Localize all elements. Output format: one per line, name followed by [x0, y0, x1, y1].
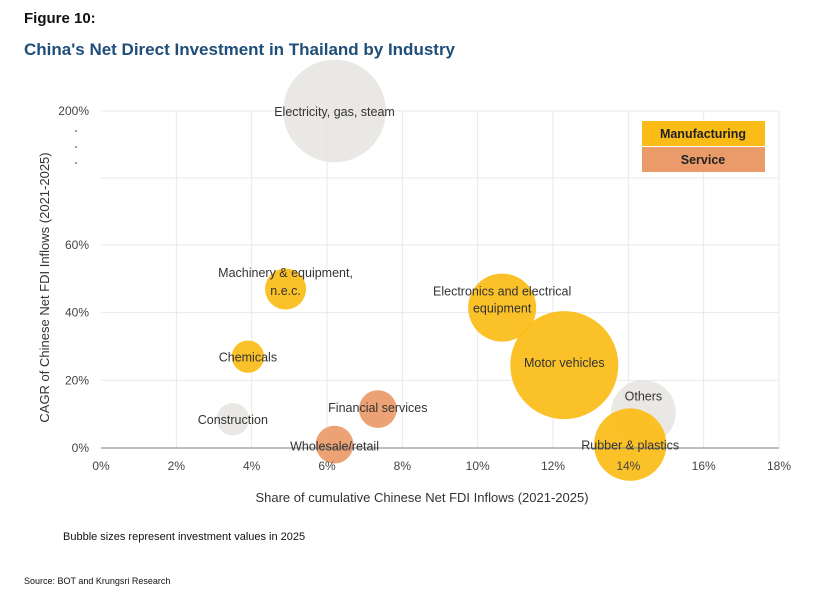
x-tick-label: 16%	[692, 459, 716, 473]
bubble-label: Electricity, gas, steam	[274, 105, 395, 119]
bubble-label: Electronics and electrical equipment	[433, 285, 571, 316]
bubble-label: Chemicals	[219, 351, 277, 365]
bubble-size-note: Bubble sizes represent investment values…	[63, 531, 306, 543]
legend-swatch-service	[642, 147, 765, 172]
bubble-3	[216, 403, 250, 436]
legend-label: Service	[681, 153, 726, 167]
bubble-label: Motor vehicles	[524, 356, 605, 370]
x-tick-label: 14%	[616, 459, 640, 473]
legend-swatch-manufacturing	[642, 121, 765, 146]
bubble-9	[594, 408, 667, 481]
legend-label: Manufacturing	[660, 127, 746, 141]
y-axis-title: CAGR of Chinese Net FDI Inflows (2021-20…	[37, 152, 52, 422]
x-tick-label: 6%	[318, 459, 336, 473]
bubble-label: Rubber & plastics	[581, 439, 679, 453]
x-axis-title: Share of cumulative Chinese Net FDI Infl…	[255, 490, 588, 505]
x-tick-label: 10%	[466, 459, 490, 473]
bubble-label: Others	[625, 389, 663, 403]
bubble-label: Wholesale/retail	[290, 440, 379, 454]
bubble-0	[283, 59, 386, 163]
x-tick-label: 8%	[394, 459, 412, 473]
bubble-6	[468, 273, 537, 342]
axis-break-dot	[75, 146, 77, 148]
y-tick-label: 60%	[65, 238, 89, 252]
chart-title: China's Net Direct Investment in Thailan…	[24, 40, 456, 59]
x-tick-label: 0%	[92, 459, 110, 473]
bubble-label: Machinery & equipment, n.e.c.	[218, 266, 353, 298]
bubble-5	[315, 425, 354, 464]
axis-break-dot	[75, 162, 77, 164]
source-note: Source: BOT and Krungsri Research	[24, 576, 171, 586]
x-tick-label: 18%	[767, 459, 791, 473]
bubble-label: Financial services	[328, 401, 427, 415]
x-tick-label: 4%	[243, 459, 261, 473]
bubble-4	[358, 390, 397, 428]
y-tick-label: 40%	[65, 306, 89, 320]
y-tick-label: 20%	[65, 373, 89, 387]
figure-label: Figure 10:	[24, 10, 96, 27]
axis-break-dot	[75, 130, 77, 132]
bubble-1	[265, 268, 307, 310]
bubble-7	[510, 311, 619, 420]
bubble-label: Construction	[198, 413, 268, 427]
x-tick-label: 12%	[541, 459, 565, 473]
bubble-2	[231, 340, 265, 373]
x-tick-label: 2%	[168, 459, 186, 473]
y-tick-label: 200%	[58, 104, 89, 118]
y-tick-label: 0%	[72, 441, 90, 455]
